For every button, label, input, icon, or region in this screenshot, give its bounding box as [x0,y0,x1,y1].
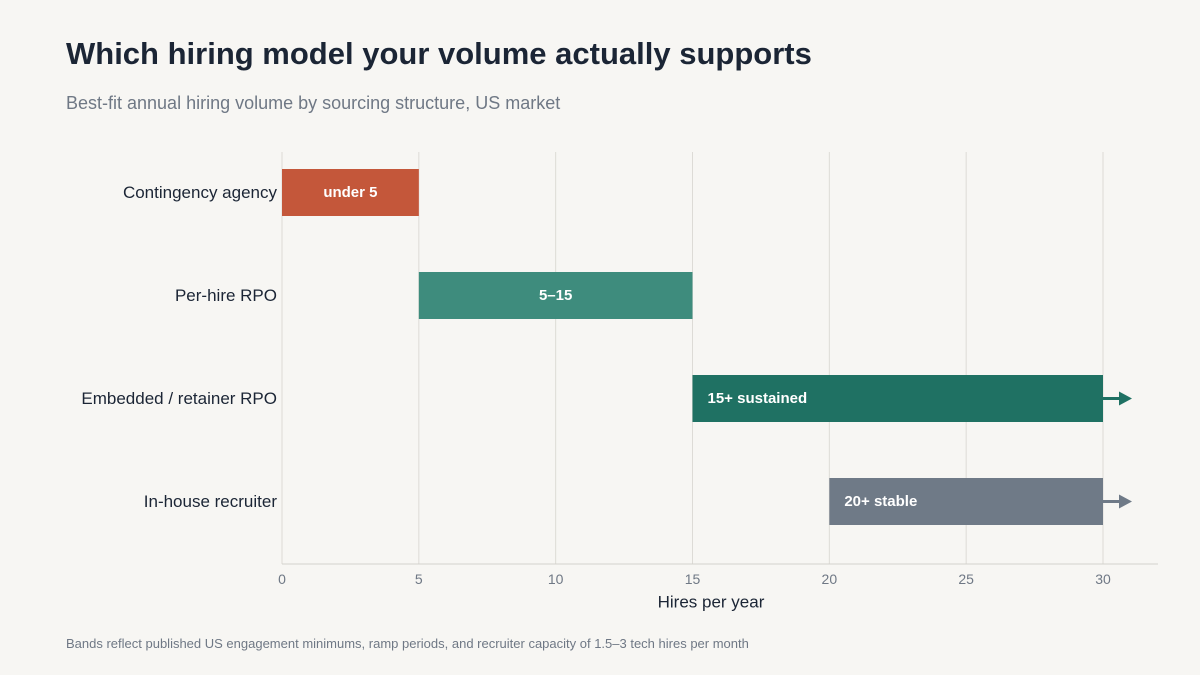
bar-label: 15+ sustained [708,390,808,407]
chart-title: Which hiring model your volume actually … [66,36,812,71]
x-tick-label: 5 [415,571,423,587]
bar-3 [829,478,1103,525]
x-tick-label: 25 [958,571,974,587]
chart-subtitle: Best-fit annual hiring volume by sourcin… [66,93,561,113]
bar-label: under 5 [323,184,377,201]
category-label: Contingency agency [123,183,278,202]
x-tick-label: 15 [685,571,701,587]
bar-label: 5–15 [539,287,572,304]
category-label: Per-hire RPO [175,286,277,305]
open-end-arrow-icon [1119,494,1132,509]
x-tick-label: 0 [278,571,286,587]
bar-label: 20+ stable [844,493,917,510]
x-tick-label: 20 [822,571,838,587]
bar-1 [418,272,693,319]
bar-2 [692,375,1103,422]
x-axis-title: Hires per year [658,593,765,612]
category-label: Embedded / retainer RPO [81,389,277,408]
chart-footnote: Bands reflect published US engagement mi… [66,636,749,651]
category-label: In-house recruiter [144,492,278,511]
open-end-arrow-icon [1119,391,1132,406]
bar-0 [282,169,419,216]
x-tick-label: 10 [548,571,564,587]
x-tick-label: 30 [1095,571,1111,587]
